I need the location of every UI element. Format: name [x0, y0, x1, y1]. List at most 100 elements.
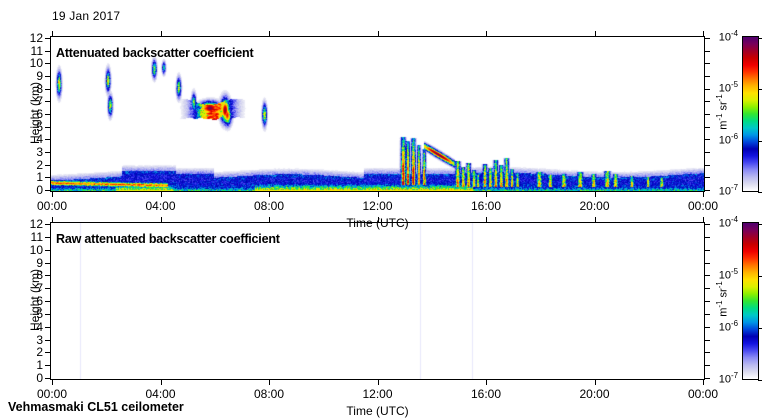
- y-tick-label: 7: [36, 281, 43, 296]
- x-tick: [160, 191, 162, 197]
- x-tick-label: 16:00: [470, 387, 502, 401]
- y-tick-right: [704, 365, 710, 367]
- y-tick-right: [704, 152, 710, 153]
- colorbar-tick-label: 10-6: [718, 318, 738, 334]
- x-tick: [52, 379, 53, 385]
- y-tick-right: [704, 177, 710, 179]
- y-tick-right: [704, 63, 710, 65]
- y-tick-right: [704, 164, 710, 166]
- y-tick: [45, 236, 51, 238]
- x-tick-label: 08:00: [253, 199, 285, 213]
- y-tick-right: [704, 249, 710, 251]
- colorbar-top: 10-4 10-5 10-6 10-7: [719, 29, 762, 197]
- x-tick-label: 12:00: [362, 387, 393, 401]
- colorbar-tick: [758, 276, 762, 277]
- colorbar-tick: [758, 38, 762, 39]
- x-tick-top: [377, 217, 379, 223]
- y-tick-label: 10: [29, 56, 43, 71]
- y-tick-label: 0: [36, 371, 43, 385]
- y-tick: [45, 326, 51, 328]
- date-label: 19 Jan 2017: [52, 9, 121, 23]
- x-tick: [377, 191, 379, 197]
- x-tick-top: [703, 217, 704, 223]
- x-tick-label: 20:00: [579, 199, 610, 213]
- y-tick-label: 2: [36, 157, 43, 172]
- y-tick-right: [704, 236, 710, 238]
- x-tick-label: 04:00: [145, 387, 176, 401]
- x-tick: [703, 379, 704, 385]
- y-tick-right: [704, 288, 710, 290]
- y-tick: [45, 76, 51, 77]
- y-tick-label: 12: [29, 31, 43, 45]
- y-tick: [45, 114, 51, 115]
- y-tick: [45, 38, 51, 39]
- y-tick-right: [704, 139, 710, 141]
- y-tick: [45, 301, 51, 302]
- y-axis-title-top: Height (km): [28, 81, 43, 145]
- raw-attenuated-backscatter-heatmap: [51, 223, 704, 379]
- x-tick-label: 00:00: [36, 199, 68, 213]
- y-tick-label: 7: [36, 94, 43, 109]
- x-tick-label: 08:00: [253, 387, 285, 401]
- x-tick-top: [160, 217, 162, 223]
- y-tick-right: [704, 352, 710, 354]
- y-tick: [45, 177, 51, 179]
- y-tick-label: 9: [36, 69, 43, 83]
- colorbar-tick: [758, 140, 762, 142]
- x-tick-top: [377, 31, 379, 37]
- y-tick: [45, 224, 51, 225]
- y-tick-label: 1: [36, 358, 43, 373]
- y-axis-title-bottom: Height (km): [28, 268, 43, 332]
- panel-title-attenuated: Attenuated backscatter coefficient: [56, 46, 254, 60]
- y-tick: [45, 50, 51, 52]
- x-axis-title-top: Time (UTC): [346, 216, 409, 230]
- y-tick-label: 11: [30, 229, 43, 244]
- y-tick: [45, 101, 51, 103]
- y-tick-label: 3: [36, 332, 43, 347]
- y-tick-label: 3: [36, 145, 43, 159]
- x-tick-label: 20:00: [579, 387, 610, 401]
- x-tick-top: [52, 217, 53, 223]
- x-tick: [703, 191, 704, 197]
- x-tick-top: [269, 31, 270, 37]
- y-tick: [45, 126, 51, 128]
- y-tick: [45, 365, 51, 367]
- colorbar-tick-label: 10-7: [718, 370, 738, 386]
- attenuated-backscatter-heatmap: [51, 37, 704, 191]
- y-tick: [45, 339, 51, 341]
- y-tick-label: 10: [29, 242, 43, 257]
- x-tick-label: 16:00: [470, 199, 502, 213]
- x-tick-top: [594, 217, 596, 223]
- y-tick-label: 2: [36, 345, 43, 360]
- y-tick-right: [704, 301, 710, 302]
- y-tick-label: 8: [36, 268, 43, 283]
- colorbar-tick-label: 10-5: [718, 266, 738, 282]
- y-tick-label: 5: [36, 306, 43, 321]
- x-tick: [486, 191, 487, 197]
- y-tick-label: 5: [36, 119, 43, 134]
- y-tick-label: 0: [36, 183, 43, 197]
- x-tick-label: 12:00: [362, 199, 393, 213]
- y-tick: [45, 313, 51, 315]
- x-tick: [486, 379, 487, 385]
- y-tick: [45, 63, 51, 65]
- y-tick-label: 9: [36, 255, 43, 270]
- y-tick-label: 4: [36, 319, 43, 334]
- colorbar-tick-label: 10-6: [718, 131, 738, 147]
- y-tick-right: [704, 50, 710, 52]
- x-tick: [160, 379, 162, 385]
- colorbar-title-bottom: m-1 sr-1: [715, 281, 730, 317]
- y-tick: [45, 164, 51, 166]
- x-tick-top: [269, 217, 270, 223]
- colorbar-tick-label: 10-4: [718, 28, 738, 44]
- colorbar-bottom: 10-4 10-5 10-6 10-7: [719, 215, 762, 385]
- colorbar-tick: [758, 192, 762, 193]
- y-tick-label: 4: [36, 132, 43, 147]
- x-tick: [52, 191, 53, 197]
- y-tick: [45, 378, 51, 379]
- x-tick-label: 00:00: [687, 199, 719, 213]
- colorbar-tick-label: 10-5: [718, 80, 738, 95]
- colorbar-tick: [758, 224, 762, 225]
- y-tick: [45, 139, 51, 141]
